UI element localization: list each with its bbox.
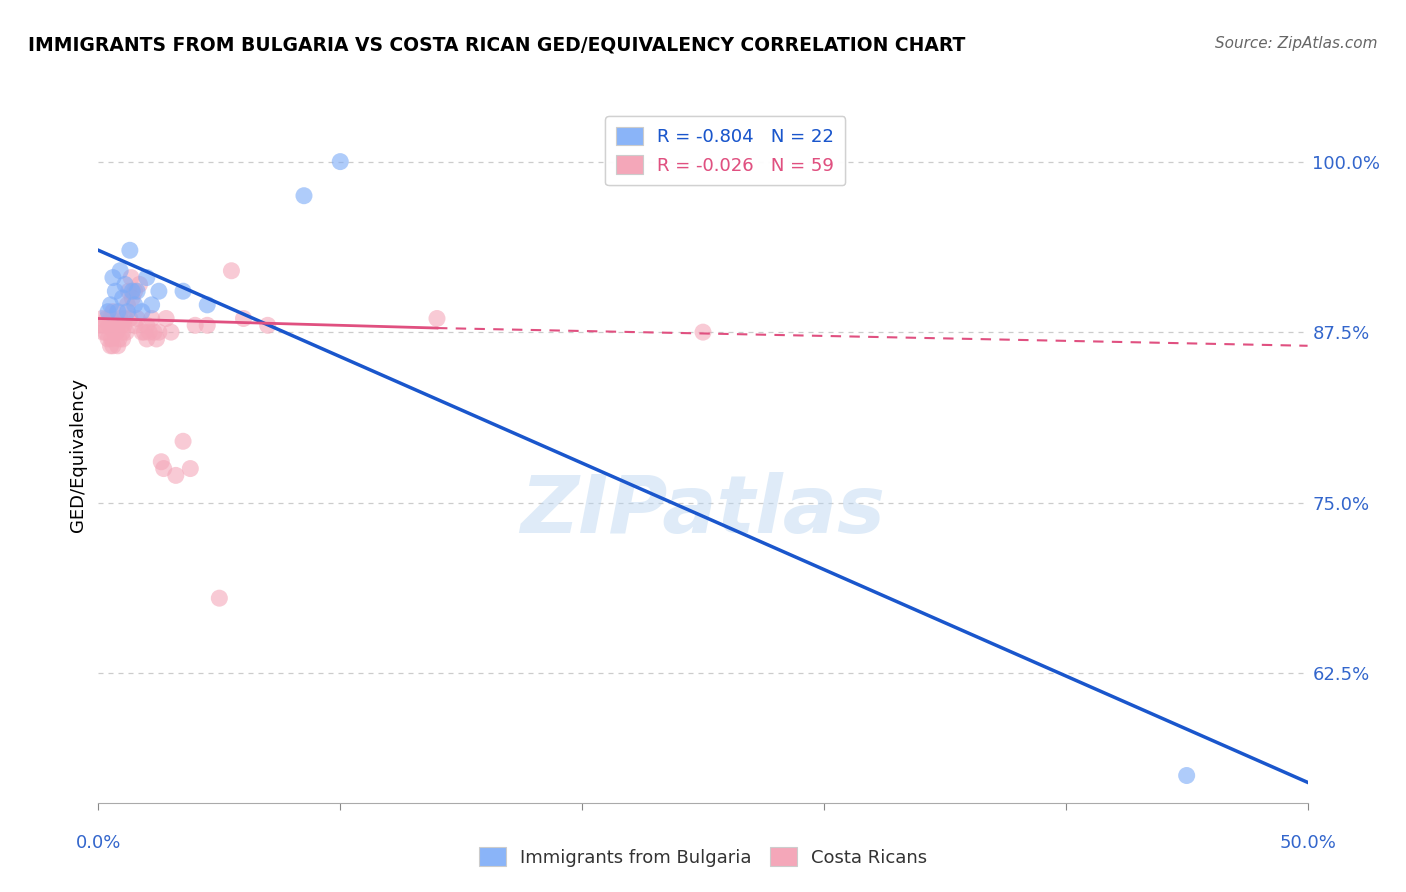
Point (114, 311, 136, 326)
Point (101, 339, 124, 353)
Point (120, 270, 142, 285)
Point (105, 325, 128, 339)
Point (93, 318, 115, 333)
Point (124, 284, 146, 298)
Text: ZIPatlas: ZIPatlas (520, 472, 886, 549)
Point (172, 284, 194, 298)
Point (221, 264, 243, 278)
Point (104, 318, 127, 333)
Point (117, 298, 139, 312)
Point (97, 304, 120, 318)
Point (110, 318, 132, 333)
Point (94, 325, 117, 339)
Point (104, 284, 127, 298)
Point (179, 461, 201, 475)
Point (329, 154, 352, 169)
Text: IMMIGRANTS FROM BULGARIA VS COSTA RICAN GED/EQUIVALENCY CORRELATION CHART: IMMIGRANTS FROM BULGARIA VS COSTA RICAN … (28, 36, 966, 54)
Point (127, 284, 149, 298)
Point (114, 277, 136, 292)
Legend: Immigrants from Bulgaria, Costa Ricans: Immigrants from Bulgaria, Costa Ricans (471, 840, 935, 874)
Point (195, 298, 218, 312)
Text: 0.0%: 0.0% (76, 834, 121, 852)
Point (101, 270, 124, 285)
Point (118, 311, 141, 326)
Point (111, 291, 134, 305)
Point (141, 298, 163, 312)
Point (115, 325, 138, 339)
Point (148, 284, 170, 298)
Point (184, 318, 207, 333)
Point (292, 188, 315, 202)
Point (145, 332, 167, 346)
Point (134, 325, 156, 339)
Legend: R = -0.804   N = 22, R = -0.026   N = 59: R = -0.804 N = 22, R = -0.026 N = 59 (605, 116, 845, 186)
Point (692, 325, 714, 339)
Point (426, 311, 449, 326)
Point (91, 325, 114, 339)
Point (112, 318, 135, 333)
Point (108, 311, 131, 326)
Point (117, 304, 139, 318)
Point (124, 298, 146, 312)
Point (118, 284, 141, 298)
Point (100, 311, 122, 326)
Point (111, 325, 134, 339)
Point (98, 318, 121, 333)
Point (1175, 768, 1198, 782)
Point (91, 311, 114, 326)
Point (111, 332, 134, 346)
Y-axis label: GED/Equivalency: GED/Equivalency (69, 378, 87, 532)
Point (107, 304, 129, 318)
Point (135, 332, 157, 346)
Text: Source: ZipAtlas.com: Source: ZipAtlas.com (1215, 36, 1378, 51)
Point (160, 325, 183, 339)
Point (172, 434, 194, 449)
Point (148, 325, 170, 339)
Point (97, 332, 120, 346)
Point (103, 325, 125, 339)
Point (232, 311, 254, 326)
Point (100, 339, 122, 353)
Point (155, 311, 177, 326)
Point (208, 591, 231, 606)
Point (121, 284, 143, 298)
Point (108, 332, 131, 346)
Point (135, 270, 157, 285)
Point (128, 277, 150, 292)
Point (127, 311, 149, 326)
Point (90, 318, 112, 333)
Text: 50.0%: 50.0% (1279, 834, 1336, 852)
Point (135, 318, 157, 333)
Point (256, 318, 278, 333)
Point (138, 325, 160, 339)
Point (96, 311, 118, 326)
Point (131, 325, 153, 339)
Point (150, 455, 173, 469)
Point (124, 318, 146, 333)
Point (121, 291, 143, 305)
Point (100, 298, 122, 312)
Point (108, 264, 131, 278)
Point (143, 325, 166, 339)
Point (152, 461, 174, 475)
Point (195, 318, 218, 333)
Point (118, 244, 141, 258)
Point (141, 311, 163, 326)
Point (101, 304, 124, 318)
Point (100, 332, 122, 346)
Point (131, 304, 153, 318)
Point (107, 318, 129, 333)
Point (107, 339, 129, 353)
Point (165, 468, 187, 483)
